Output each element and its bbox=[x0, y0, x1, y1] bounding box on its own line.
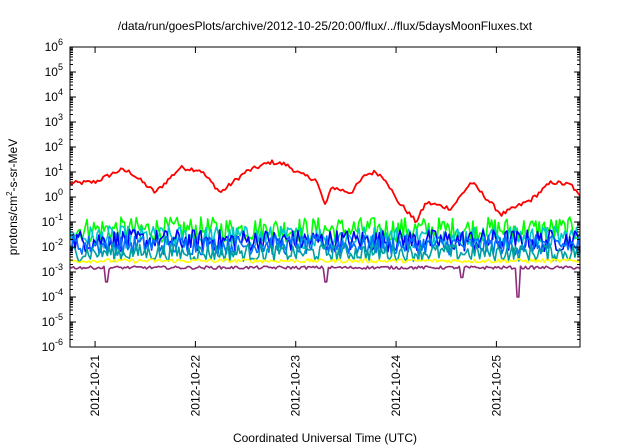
y-tick-label: 104 bbox=[45, 87, 63, 104]
x-axis: 2012-10-21 2012-10-22 2012-10-23 2012-10-24… bbox=[88, 47, 503, 416]
series-line-3 bbox=[69, 225, 581, 250]
y-tick-label: 102 bbox=[45, 137, 63, 154]
y-tick-label: 10-2 bbox=[42, 237, 63, 254]
series-line-7 bbox=[69, 258, 581, 264]
y-tick-label: 100 bbox=[45, 187, 63, 204]
chart-title: /data/run/goesPlots/archive/2012-10-25/2… bbox=[118, 19, 533, 33]
x-tick-label: 2012-10-21 bbox=[88, 355, 102, 417]
x-tick-label: 2012-10-23 bbox=[289, 355, 303, 417]
y-axis: 10-6 10-5 10-4 10-3 10-2 10-1 100 101 102 103 104 1… bbox=[42, 37, 580, 354]
x-tick-label: 2012-10-24 bbox=[389, 355, 403, 417]
y-tick-label: 101 bbox=[45, 162, 63, 179]
data-series-group bbox=[69, 159, 581, 298]
y-axis-label-superscript: 2 bbox=[5, 191, 14, 196]
y-tick-label: 10-6 bbox=[42, 337, 63, 354]
series-line-1 bbox=[69, 159, 581, 224]
y-axis-label-prefix: protons/cm bbox=[6, 196, 20, 255]
y-tick-label: 10-3 bbox=[42, 262, 63, 279]
y-tick-label: 103 bbox=[45, 112, 63, 129]
y-tick-label: 10-4 bbox=[42, 287, 63, 304]
series-line-2 bbox=[69, 216, 581, 243]
y-tick-label: 10-1 bbox=[42, 212, 63, 229]
series-line-8 bbox=[69, 265, 581, 298]
y-tick-label: 105 bbox=[45, 62, 63, 79]
x-axis-label: Coordinated Universal Time (UTC) bbox=[233, 431, 417, 445]
y-axis-label-suffix: -s-sr-MeV bbox=[6, 139, 20, 192]
y-axis-label: protons/cm2-s-sr-MeV bbox=[5, 139, 20, 255]
series-line-6 bbox=[69, 243, 581, 263]
y-tick-label: 10-5 bbox=[42, 312, 63, 329]
plot-frame bbox=[69, 46, 581, 348]
y-tick-label: 106 bbox=[45, 37, 63, 54]
x-tick-label: 2012-10-22 bbox=[188, 355, 202, 417]
x-tick-label: 2012-10-25 bbox=[489, 355, 503, 417]
